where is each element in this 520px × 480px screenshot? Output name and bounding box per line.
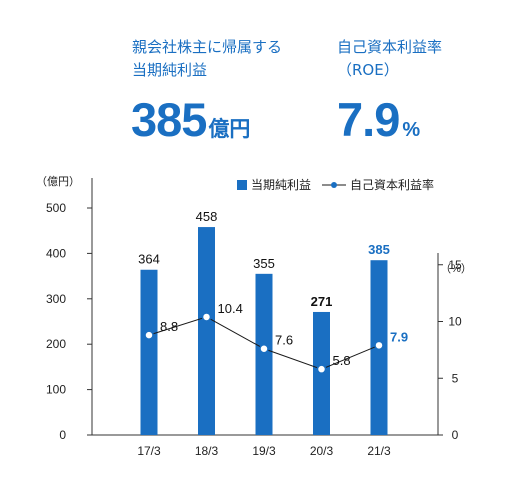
x-tick-label: 18/3 [195, 444, 219, 458]
left-y-tick-label: 0 [59, 428, 66, 442]
legend-bar-swatch [237, 180, 247, 190]
bar [255, 273, 273, 435]
kpi-net-income-label: 親会社株主に帰属する 当期純利益 [132, 38, 283, 79]
bar-value-label: 355 [253, 256, 275, 271]
kpi-roe-label: 自己資本利益率 （ROE） [337, 38, 443, 79]
roe-value-label: 8.8 [160, 319, 178, 334]
x-tick-label: 21/3 [367, 444, 391, 458]
bar [198, 227, 215, 435]
roe-value-label: 10.4 [218, 301, 243, 316]
left-y-tick-label: 100 [46, 383, 66, 397]
kpi-net-income-value: 385 [131, 93, 207, 146]
kpi-roe-unit: % [402, 119, 421, 141]
roe-value-label: 7.9 [390, 329, 408, 344]
bar-value-label: 385 [368, 242, 390, 257]
legend-line-marker [331, 182, 337, 188]
kpi-net-income-unit: 億円 [208, 117, 251, 141]
roe-value-label: 5.8 [333, 353, 351, 368]
right-y-tick-label: 10 [448, 315, 462, 329]
right-y-tick-label: 5 [452, 371, 459, 385]
left-y-tick-label: 200 [46, 337, 66, 351]
right-y-tick-label: 15 [448, 258, 462, 272]
roe-marker [374, 340, 384, 351]
roe-marker [316, 364, 327, 374]
kpi-net-income-value-block: 385億円 [131, 90, 250, 159]
left-y-unit-label: （億円） [36, 175, 80, 188]
roe-marker [201, 312, 212, 322]
bar-value-label: 364 [138, 252, 160, 267]
right-y-unit-label: （%） [440, 262, 472, 275]
right-y-tick-label: 0 [452, 428, 459, 442]
bar-value-label: 458 [196, 209, 218, 224]
legend-line-label: 自己資本利益率 [350, 177, 434, 192]
roe-marker [144, 330, 154, 340]
bar-value-label: 271 [311, 294, 333, 309]
left-y-tick-label: 300 [46, 292, 66, 306]
legend-bar-label: 当期純利益 [251, 178, 311, 192]
left-y-tick-label: 500 [46, 201, 66, 215]
kpi-roe-value-block: 7.9% [337, 90, 420, 160]
kpi-roe-value: 7.9 [337, 93, 400, 146]
roe-value-label: 7.6 [275, 333, 293, 348]
left-y-tick-label: 400 [46, 246, 66, 260]
x-tick-label: 17/3 [137, 444, 161, 458]
bar [140, 269, 158, 435]
x-tick-label: 19/3 [252, 444, 276, 458]
roe-marker [259, 343, 269, 354]
x-tick-label: 20/3 [310, 444, 334, 458]
